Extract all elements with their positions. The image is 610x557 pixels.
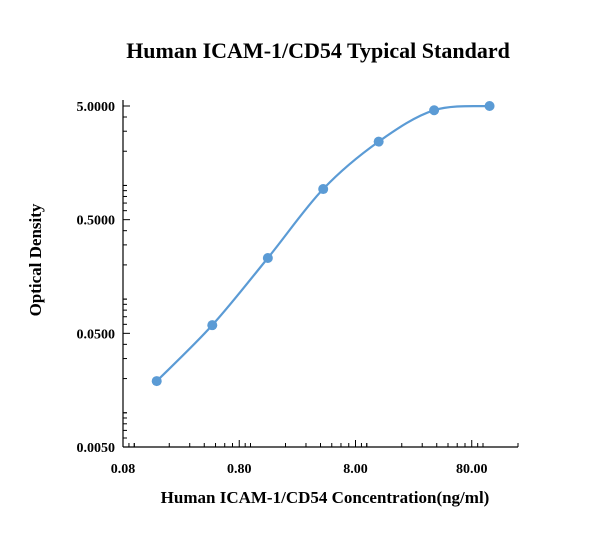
data-point-7 — [484, 101, 495, 111]
x-tick-label: 8.00 — [343, 462, 368, 477]
axes — [122, 100, 519, 448]
y-tick-label: 0.5000 — [77, 214, 116, 229]
x-tick-label: 80.00 — [456, 462, 488, 477]
data-point-4 — [318, 184, 329, 195]
data-point-5 — [373, 136, 384, 147]
y-axis-title: Optical Density — [26, 203, 45, 316]
chart-title: Human ICAM-1/CD54 Typical Standard — [126, 38, 510, 63]
x-axis-title: Human ICAM-1/CD54 Concentration(ng/ml) — [161, 488, 490, 507]
series-line — [155, 104, 490, 382]
series-line-layer — [155, 104, 490, 382]
tick-labels: 0.0050 0.0500 0.5000 5.0000 0.08 0.80 8.00 80.0… — [77, 100, 488, 477]
y-tick-label: 0.0500 — [77, 327, 116, 342]
data-points — [151, 101, 495, 387]
y-tick-label: 5.0000 — [77, 100, 116, 115]
data-point-6 — [429, 105, 440, 116]
data-point-1 — [151, 376, 162, 387]
x-tick-label: 0.08 — [111, 462, 136, 477]
data-point-3 — [262, 252, 273, 263]
data-point-2 — [207, 320, 218, 331]
y-tick-label: 0.0050 — [77, 441, 116, 456]
x-tick-label: 0.80 — [227, 462, 252, 477]
